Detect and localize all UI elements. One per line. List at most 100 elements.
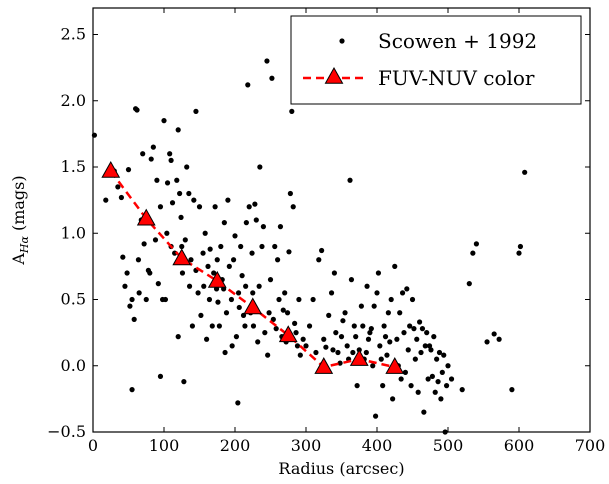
data-point xyxy=(140,151,146,157)
series-marker xyxy=(278,325,298,343)
data-point xyxy=(421,409,427,415)
tick-labels: 0 100 200 300 400 500 600 700 −0.5 0.0 0.5 1.0 1.5 2.… xyxy=(47,25,605,456)
data-point xyxy=(150,144,156,150)
x-tick-label: 200 xyxy=(220,436,251,455)
data-point xyxy=(250,290,256,296)
data-point xyxy=(328,290,335,296)
data-point xyxy=(367,330,373,336)
data-point xyxy=(272,243,278,250)
data-point xyxy=(226,263,232,269)
data-point xyxy=(186,190,192,197)
data-point xyxy=(470,250,476,256)
data-point xyxy=(265,352,271,358)
data-point xyxy=(230,257,237,263)
data-point xyxy=(264,58,270,64)
data-point xyxy=(179,270,186,276)
data-point xyxy=(364,283,370,289)
data-point xyxy=(516,250,522,256)
y-tick-label: 1.5 xyxy=(61,157,86,176)
y-tick-label: 1.0 xyxy=(61,223,86,242)
data-point xyxy=(292,320,298,326)
data-point xyxy=(330,347,336,353)
legend-box xyxy=(290,15,582,105)
data-point xyxy=(136,290,142,296)
data-point xyxy=(148,156,154,162)
data-point xyxy=(397,310,403,316)
data-point xyxy=(255,339,261,345)
data-point xyxy=(204,336,210,342)
data-point xyxy=(381,323,387,329)
data-point xyxy=(267,277,274,283)
x-tick-label: 0 xyxy=(88,436,98,455)
data-point xyxy=(225,197,231,203)
data-point xyxy=(401,330,407,336)
data-point xyxy=(262,330,268,336)
data-point xyxy=(333,330,339,336)
data-point xyxy=(252,201,258,207)
data-point xyxy=(374,290,380,296)
data-point xyxy=(235,400,241,406)
data-point xyxy=(431,334,437,340)
data-point xyxy=(129,296,135,303)
y-axis-label-units: (mags) xyxy=(9,175,28,231)
data-point xyxy=(122,283,128,289)
data-point xyxy=(412,356,418,362)
data-point xyxy=(380,383,386,389)
data-point xyxy=(445,363,451,369)
data-point xyxy=(385,310,391,316)
data-point xyxy=(164,180,171,186)
series-marker xyxy=(243,297,263,315)
data-point xyxy=(216,323,222,329)
data-point xyxy=(387,339,393,345)
x-tick-label: 700 xyxy=(575,436,606,455)
x-tick-label: 400 xyxy=(362,436,393,455)
data-point xyxy=(365,336,372,342)
data-point xyxy=(167,151,173,157)
data-point xyxy=(399,290,406,296)
data-point xyxy=(402,369,408,375)
y-tick-label: −0.5 xyxy=(47,422,86,441)
data-point xyxy=(384,352,390,358)
data-point xyxy=(371,303,377,309)
data-point xyxy=(169,200,176,206)
data-point xyxy=(350,349,356,356)
data-point xyxy=(348,277,355,283)
data-point xyxy=(186,283,193,289)
data-point xyxy=(429,373,435,379)
data-point xyxy=(353,334,359,340)
y-axis-label-main: A xyxy=(9,253,28,266)
data-point xyxy=(337,360,343,366)
data-point xyxy=(310,296,316,303)
data-point xyxy=(218,243,224,250)
data-point xyxy=(118,194,124,201)
data-point xyxy=(378,356,384,362)
legend-label-fuv-nuv: FUV-NUV color xyxy=(378,66,535,90)
data-point xyxy=(238,243,244,250)
data-point xyxy=(321,336,327,342)
data-point xyxy=(161,118,167,124)
data-point xyxy=(411,326,417,332)
data-point xyxy=(157,373,164,379)
data-point xyxy=(228,296,235,303)
data-point xyxy=(181,379,187,385)
series-marker xyxy=(172,248,192,266)
data-point xyxy=(124,270,130,276)
series-marker xyxy=(385,357,405,374)
data-point xyxy=(235,290,242,296)
data-point xyxy=(418,349,424,356)
data-point xyxy=(303,343,309,349)
series-line xyxy=(109,170,396,369)
series-marker xyxy=(349,349,369,366)
legend: Scowen + 1992 FUV-NUV color xyxy=(290,15,582,105)
data-point xyxy=(177,190,183,197)
data-point xyxy=(407,323,413,329)
data-point xyxy=(415,389,421,395)
data-point xyxy=(351,323,357,329)
data-point xyxy=(157,204,164,210)
data-point xyxy=(436,349,443,356)
data-point xyxy=(243,283,249,289)
data-point xyxy=(390,396,396,402)
data-point xyxy=(201,283,207,289)
data-point xyxy=(404,286,410,292)
data-point xyxy=(284,310,291,316)
